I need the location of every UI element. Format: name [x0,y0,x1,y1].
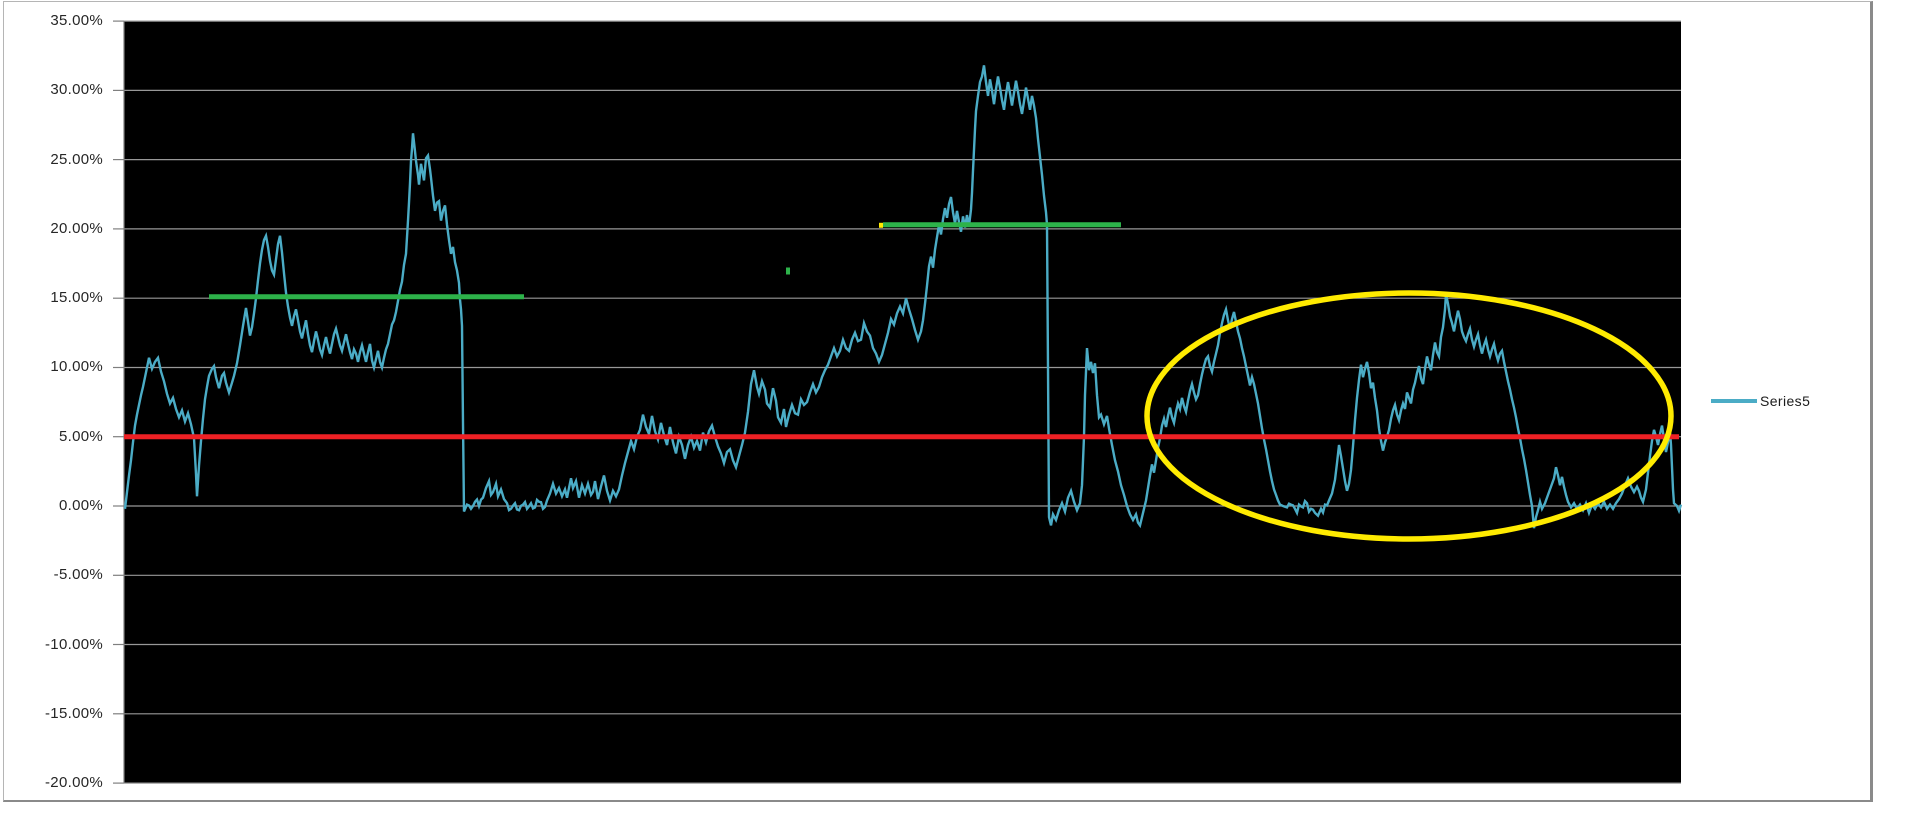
y-axis-tick-label: 25.00% [50,150,103,168]
legend-series-label: Series5 [1760,393,1811,409]
yellow-ellipse-annotation[interactable] [1144,290,1674,542]
green-dot-annotation[interactable] [786,267,790,275]
y-axis-tick-label: -15.00% [45,704,103,722]
y-axis-tick-label: -20.00% [45,774,103,792]
yellow-dot-annotation[interactable] [879,222,883,228]
y-axis-tick-label: 20.00% [50,219,103,237]
y-axis-tick-label: -5.00% [53,566,103,584]
y-axis-tick-label: -10.00% [45,635,103,653]
legend[interactable]: Series5 [1711,392,1810,410]
plot-background [124,21,1681,783]
y-axis-tick-label: 10.00% [50,358,103,376]
plot-area [113,20,1683,784]
series-line[interactable] [123,65,1683,529]
y-axis-tick-label: 5.00% [58,427,103,445]
legend-line-swatch [1711,399,1757,403]
y-axis-tick-label: 15.00% [50,289,103,307]
chart-frame: 35.00% 30.00% 25.00% 20.00% 15.00% 10.00% 5.00… [3,1,1873,802]
y-axis-tick-label: 30.00% [50,81,103,99]
y-axis-tick-label: 0.00% [58,497,103,514]
y-axis-tick-label: 35.00% [50,12,103,30]
